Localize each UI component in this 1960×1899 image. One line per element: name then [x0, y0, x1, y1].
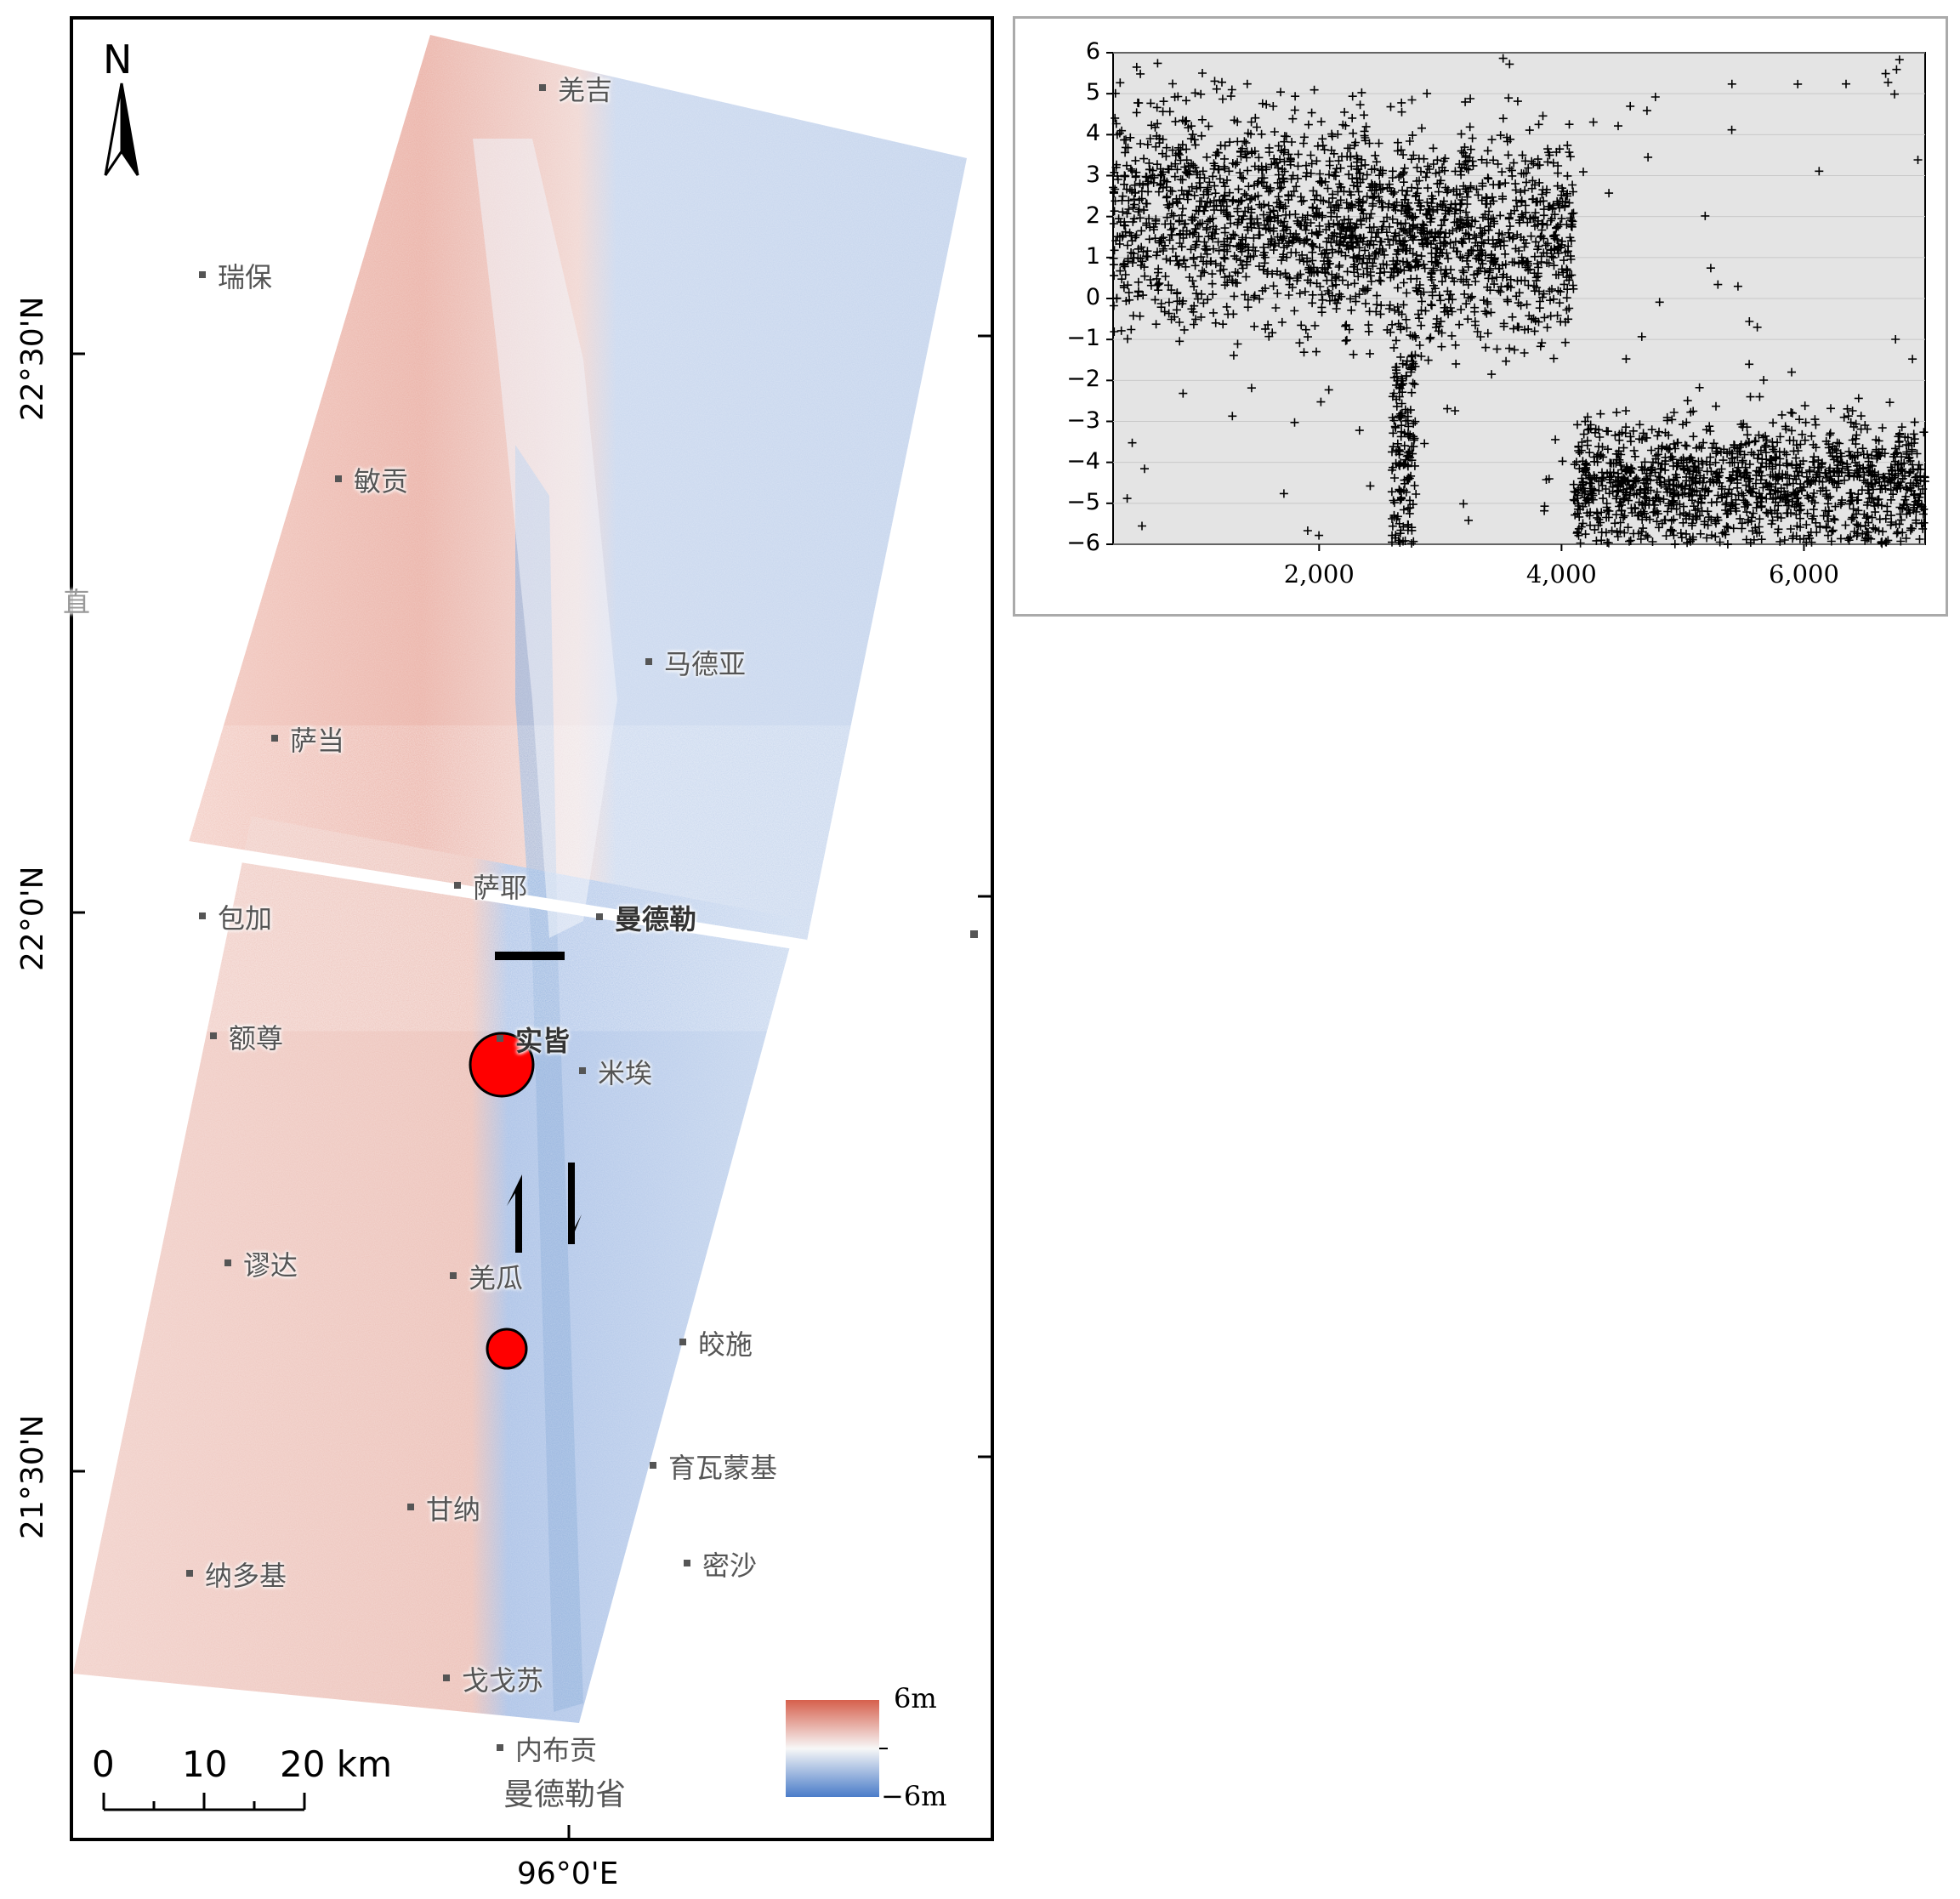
place-label: 实皆	[515, 1025, 571, 1057]
y-tick-label: 0	[1085, 284, 1100, 310]
place-dot	[497, 1744, 503, 1751]
place-label: 内布贡	[515, 1734, 598, 1766]
small-epicenter-marker	[486, 1328, 528, 1370]
y-tick-label: 1	[1085, 242, 1100, 270]
place-dot	[335, 475, 342, 482]
north-arrow	[104, 82, 139, 176]
scale-label-0: 0	[92, 1743, 115, 1785]
place-dot	[224, 1259, 231, 1266]
x-tick-label: 2,000	[1283, 560, 1355, 588]
lat-label-22-30: 22°30'N	[15, 296, 50, 421]
place-label: 瑞保	[218, 261, 273, 293]
y-tick-label: 2	[1085, 202, 1100, 229]
place-label: 额尊	[229, 1022, 284, 1055]
y-tick-label: 6	[1085, 38, 1100, 65]
place-label: 萨当	[290, 725, 345, 757]
place-label: 羌瓜	[469, 1262, 524, 1294]
swath-gap	[186, 841, 807, 951]
y-tick-label: −1	[1066, 325, 1100, 352]
y-tick-label: −6	[1066, 530, 1100, 556]
x-tick-label: 6,000	[1768, 560, 1839, 588]
place-dot	[596, 913, 603, 920]
place-dot	[539, 84, 546, 91]
place-label: 谬达	[243, 1249, 298, 1282]
lat-label-21-30: 21°30'N	[15, 1414, 50, 1539]
place-label: 马德亚	[664, 648, 747, 680]
scale-label-20: 20 km	[280, 1743, 393, 1785]
place-label: 羌吉	[558, 74, 613, 106]
scale-label-10: 10	[182, 1743, 228, 1785]
place-dot	[454, 882, 461, 889]
legend-max-label: 6m	[894, 1682, 937, 1714]
y-tick-label: −2	[1066, 366, 1100, 393]
place-label: 曼德勒	[615, 903, 697, 935]
scatter-chart	[1106, 52, 1929, 551]
place-label: 皎施	[698, 1328, 753, 1361]
y-tick-label: −4	[1066, 447, 1100, 475]
fault-end-bar	[495, 952, 565, 960]
place-dot	[450, 1272, 457, 1279]
place-label: 萨耶	[473, 872, 528, 904]
map-panel: N 羌吉瑞保敏贡马德亚萨当萨耶包加 曼德勒额尊 实皆 米埃谬达 羌瓜皎施育瓦蒙基甘纳密沙…	[63, 16, 994, 1841]
y-tick-label: 5	[1085, 79, 1100, 106]
place-label: 密沙	[702, 1549, 758, 1582]
place-dot	[684, 1560, 690, 1566]
lon-label-96-0: 96°0'E	[517, 1856, 619, 1891]
fault-sense-arrows	[507, 1163, 582, 1253]
place-dot	[645, 658, 652, 665]
place-dot	[650, 1462, 656, 1469]
north-label: N	[103, 37, 133, 82]
place-label: 纳多基	[205, 1560, 287, 1592]
place-label: 敏贡	[354, 465, 409, 497]
place-dot	[186, 1570, 193, 1577]
large-epicenter-marker	[469, 1032, 535, 1098]
edge-glyph: 直	[63, 586, 91, 618]
scatter-points	[1109, 54, 1929, 549]
y-tick-label: 3	[1085, 161, 1100, 188]
place-dot	[271, 735, 278, 742]
x-tick-label: 4,000	[1525, 560, 1597, 588]
place-dot	[199, 271, 206, 278]
lat-label-22-0: 22°0'N	[15, 866, 50, 971]
place-dot	[579, 1067, 586, 1074]
legend-min-label: −6m	[881, 1780, 947, 1812]
place-dot	[407, 1504, 414, 1510]
place-label: 包加	[218, 902, 273, 935]
region-label: 曼德勒省	[503, 1777, 627, 1812]
place-label: 育瓦蒙基	[668, 1452, 778, 1484]
place-dot	[199, 913, 206, 919]
place-dot	[497, 1035, 503, 1042]
chart-panel: 6 5 4 3 2 1 0 −1 −2 −3 −4 −5 −6 2,000 4,000 6,000	[1013, 16, 1948, 617]
place-dot	[443, 1674, 450, 1681]
legend-colorbar	[786, 1700, 879, 1797]
scale-bar	[102, 1793, 306, 1811]
place-dot	[210, 1032, 217, 1039]
y-tick-label: −3	[1066, 407, 1100, 434]
place-label: 戈戈苏	[462, 1664, 544, 1697]
displacement-map	[73, 35, 967, 1811]
place-dot	[679, 1339, 686, 1345]
place-label: 米埃	[598, 1057, 653, 1089]
place-label: 甘纳	[426, 1493, 481, 1526]
y-tick-label: 4	[1085, 120, 1100, 147]
y-tick-label: −5	[1066, 488, 1100, 515]
